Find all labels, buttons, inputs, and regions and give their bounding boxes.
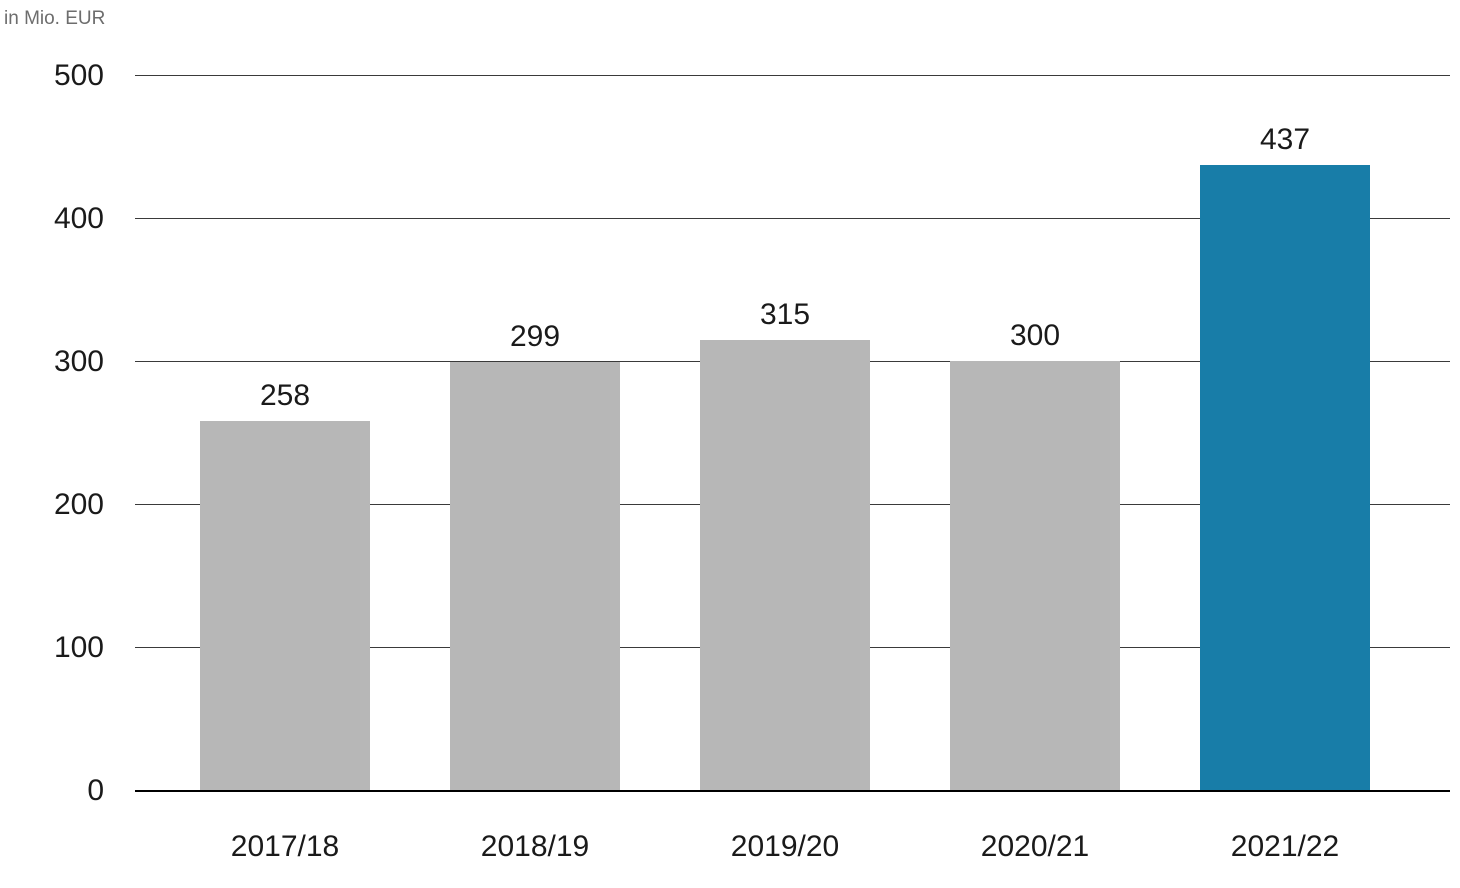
y-tick-label: 0 — [0, 774, 104, 808]
bar-value-label: 299 — [450, 320, 620, 354]
y-tick-label: 500 — [0, 59, 104, 93]
bar-value-label: 300 — [950, 319, 1120, 353]
y-tick-label: 200 — [0, 488, 104, 522]
gridline — [135, 75, 1450, 76]
y-tick-label: 300 — [0, 345, 104, 379]
bar-value-label: 258 — [200, 379, 370, 413]
x-category-label: 2020/21 — [950, 830, 1120, 864]
unit-label: in Mio. EUR — [4, 8, 105, 30]
x-category-label: 2018/19 — [450, 830, 620, 864]
bar — [200, 421, 370, 790]
bar-value-label: 315 — [700, 298, 870, 332]
bar — [1200, 165, 1370, 790]
x-category-label: 2019/20 — [700, 830, 870, 864]
baseline — [135, 790, 1450, 792]
x-category-label: 2021/22 — [1200, 830, 1370, 864]
bar-chart: in Mio. EUR 0 100 200 300 400 500 258 2017/18 29… — [0, 0, 1460, 888]
bar — [950, 361, 1120, 790]
bar — [700, 340, 870, 790]
x-category-label: 2017/18 — [200, 830, 370, 864]
bar-value-label: 437 — [1200, 123, 1370, 157]
y-tick-label: 400 — [0, 202, 104, 236]
bar — [450, 362, 620, 790]
y-tick-label: 100 — [0, 631, 104, 665]
